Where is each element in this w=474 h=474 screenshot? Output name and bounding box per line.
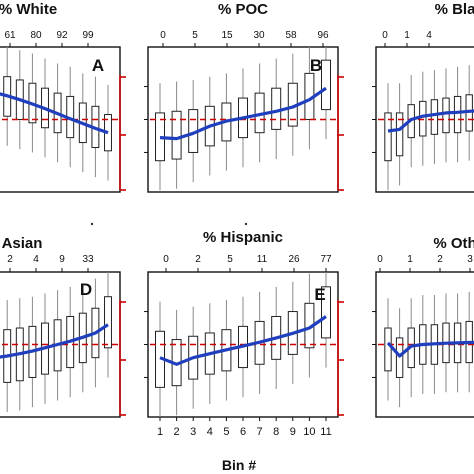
box [419,100,427,137]
top-tick-label: 26 [288,254,300,265]
top-tick-label: 2 [195,254,201,265]
box [453,95,462,134]
panel-letter: E [314,285,325,304]
top-tick-label: 80 [30,30,42,41]
panel-3: % Bla 0 1 4 [372,1,474,193]
top-tick-label: 99 [82,30,94,41]
top-tick-label: 3 [467,254,473,265]
box [395,337,404,378]
box [384,112,392,162]
top-tick-label: 15 [221,30,233,41]
bottom-tick-label: 2 [174,426,180,438]
top-tick-label: 0 [163,254,169,265]
bottom-tick-label: 4 [207,426,213,438]
box [442,97,450,134]
top-tick-label: 0 [377,254,383,265]
top-tick-label: 4 [33,254,39,265]
box [321,59,331,111]
median-trend-line [387,109,474,133]
panel-title: % Hispanic [203,229,283,246]
top-tick-label: 4 [426,30,432,41]
box [171,110,182,160]
bottom-tick-label: 11 [320,426,331,438]
top-tick-label: 61 [4,30,16,41]
panel-4: Asian 2 4 9 33 D [0,235,126,418]
median-trend-line [0,323,109,359]
box [395,112,404,157]
top-tick-label: 77 [320,254,332,265]
box [321,286,331,339]
top-tick-label: 5 [227,254,233,265]
bottom-tick-label: 9 [290,426,296,438]
panel-6: % Oth 0 1 2 3 [372,235,474,418]
box [384,327,392,372]
top-tick-label: 96 [317,30,329,41]
bottom-tick-label: 3 [190,426,196,438]
panel-letter: A [92,56,104,75]
median-trend-line [0,92,109,135]
top-tick-label: 2 [437,254,443,265]
panel-title: % White [0,1,57,18]
panel-title: Asian [2,235,43,252]
top-tick-label: 30 [253,30,265,41]
panel-2: % POC 0 5 15 30 58 96 B [144,1,344,193]
separator-dot [90,222,94,226]
top-tick-label: 0 [160,30,166,41]
top-tick-label: 5 [192,30,198,41]
box [271,87,282,130]
median-trend-line [386,340,474,358]
panel-title: % POC [218,1,268,18]
top-tick-label: 0 [382,30,388,41]
top-tick-label: 92 [56,30,68,41]
panel-title: % Oth [433,235,474,252]
bottom-tick-label: 6 [240,426,246,438]
median-trend-line [159,315,327,366]
top-tick-label: 9 [59,254,65,265]
separator-dot [244,222,248,226]
top-tick-label: 33 [82,254,94,265]
top-tick-label: 11 [257,254,268,265]
top-tick-label: 1 [407,254,413,265]
median-trend-line [159,86,327,141]
x-axis-label: Bin # [222,457,256,473]
bottom-tick-label: 8 [273,426,279,438]
bottom-tick-label: 5 [223,426,229,438]
top-tick-label: 2 [7,254,13,265]
panel-letter: B [310,56,322,75]
panel-letter: D [80,280,92,299]
box [104,296,112,349]
top-tick-label: 1 [404,30,410,41]
bottom-tick-label: 7 [257,426,263,438]
top-tick-label: 58 [285,30,297,41]
bottom-tick-label: 1 [157,426,163,438]
panel-1: % White 61 80 92 99 A [0,1,126,193]
bottom-tick-label: 10 [303,426,315,438]
box [430,99,439,135]
panel-title: % Bla [435,1,474,18]
